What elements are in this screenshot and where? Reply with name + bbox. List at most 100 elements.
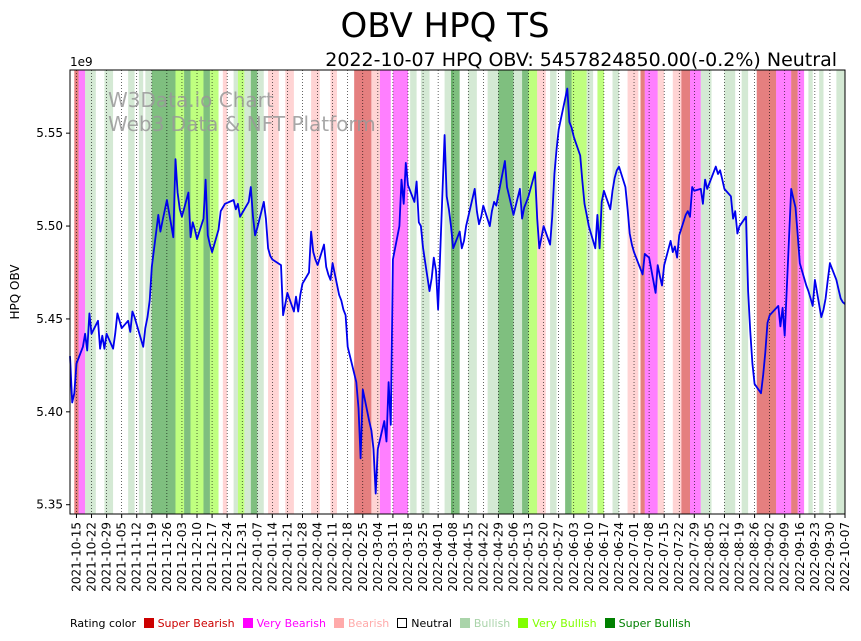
x-tick-label: 2022-06-17 — [597, 522, 611, 592]
rating-band-super-bullish — [250, 70, 258, 514]
plot-frame — [69, 69, 846, 515]
rating-band-bullish — [91, 70, 96, 514]
x-tick-label: 2022-09-30 — [823, 522, 837, 592]
x-tick-label: 2022-02-25 — [356, 522, 370, 592]
y-tick-label: 5.50 — [36, 219, 63, 233]
legend-item-very-bearish: Very Bearish — [242, 617, 330, 630]
rating-band-bullish — [513, 70, 523, 514]
legend-swatch — [397, 618, 408, 628]
x-tick-label: 2022-06-10 — [582, 522, 596, 592]
x-tick-label: 2022-04-15 — [461, 522, 475, 592]
x-tick-label: 2022-07-15 — [657, 522, 671, 592]
x-tick-label: 2022-02-04 — [311, 522, 325, 592]
x-tick-label: 2021-12-03 — [175, 522, 189, 592]
legend-item-very-bullish: Very Bullish — [518, 617, 600, 630]
rating-band-super-bearish — [681, 70, 690, 514]
rating-bands — [74, 70, 845, 514]
x-tick-label: 2022-09-16 — [793, 522, 807, 592]
rating-band-bullish — [586, 70, 594, 514]
legend-swatch — [242, 618, 253, 628]
rating-band-bearish — [657, 70, 665, 514]
rating-band-bearish — [627, 70, 639, 514]
rating-legend: Rating color Super Bearish Very Bearish Be… — [70, 617, 703, 630]
x-tick-label: 2022-04-08 — [446, 522, 460, 592]
x-tick-label: 2022-09-09 — [778, 522, 792, 592]
legend-label: Bearish — [347, 617, 390, 630]
x-tick-label: 2021-12-10 — [190, 522, 204, 592]
rating-band-bullish — [128, 70, 135, 514]
rating-band-super-bullish — [498, 70, 514, 514]
rating-band-bullish — [420, 70, 430, 514]
rating-band-bullish — [487, 70, 499, 514]
rating-band-super-bullish — [184, 70, 191, 514]
rating-band-super-bullish — [522, 70, 529, 514]
x-tick-label: 2022-07-22 — [672, 522, 686, 592]
legend-label: Very Bullish — [532, 617, 597, 630]
rating-band-super-bullish — [451, 70, 460, 514]
rating-band-bullish — [244, 70, 251, 514]
x-tick-label: 2021-12-24 — [220, 522, 234, 592]
rating-band-very-bearish — [380, 70, 391, 514]
x-tick-label: 2022-07-08 — [642, 522, 656, 592]
x-tick-label: 2022-04-29 — [491, 522, 505, 592]
x-tick-label: 2022-06-24 — [612, 522, 626, 592]
x-tick-label: 2021-11-12 — [130, 522, 144, 592]
x-tick-label: 2021-11-26 — [160, 522, 174, 592]
legend-swatch — [518, 618, 529, 628]
rating-band-super-bullish — [565, 70, 572, 514]
x-tick-label: 2022-03-18 — [401, 522, 415, 592]
obv-line — [69, 87, 846, 495]
rating-band-bullish — [145, 70, 152, 514]
x-tick-label: 2022-01-21 — [280, 522, 294, 592]
rating-band-super-bearish — [791, 70, 798, 514]
y-offset-label: 1e9 — [70, 55, 93, 69]
legend-label: Super Bullish — [618, 617, 691, 630]
rating-band-bullish — [741, 70, 749, 514]
rating-band-very-bullish — [237, 70, 245, 514]
rating-band-bearish — [537, 70, 546, 514]
rating-band-bullish — [85, 70, 92, 514]
x-tick-label: 2022-03-25 — [416, 522, 430, 592]
legend-label: Super Bearish — [157, 617, 235, 630]
rating-band-very-bearish — [797, 70, 805, 514]
legend-item-bearish: Bearish — [333, 617, 393, 630]
rating-band-bullish — [138, 70, 144, 514]
rating-band-very-bearish — [690, 70, 701, 514]
x-tick-label: 2022-07-29 — [687, 522, 701, 592]
x-tick-label: 2022-10-07 — [838, 522, 852, 592]
rating-band-bullish — [724, 70, 736, 514]
rating-band-bullish — [836, 70, 845, 514]
x-tick-label: 2022-02-18 — [341, 522, 355, 592]
x-tick-label: 2022-03-04 — [371, 522, 385, 592]
rating-band-bullish — [444, 70, 454, 514]
x-tick-label: 2022-08-26 — [748, 522, 762, 592]
rating-band-very-bearish — [644, 70, 658, 514]
rating-band-bullish — [612, 70, 619, 514]
rating-band-super-bullish — [151, 70, 176, 514]
rating-band-bullish — [550, 70, 557, 514]
obv-line-layer — [69, 87, 846, 495]
rating-band-bearish — [268, 70, 279, 514]
legend-item-super-bullish: Super Bullish — [604, 617, 695, 630]
legend-item-super-bearish: Super Bearish — [143, 617, 239, 630]
rating-band-bullish — [104, 70, 114, 514]
x-tick-label: 2022-09-02 — [763, 522, 777, 592]
x-tick-label: 2022-03-11 — [386, 522, 400, 592]
rating-band-bearish — [285, 70, 294, 514]
rating-band-bearish — [672, 70, 682, 514]
x-tick-label: 2021-11-19 — [145, 522, 159, 592]
rating-band-bearish — [330, 70, 337, 514]
rating-band-bearish — [371, 70, 380, 514]
rating-band-very-bearish — [392, 70, 408, 514]
x-tick-label: 2022-09-23 — [808, 522, 822, 592]
watermark-line: W3Data.io Chart — [108, 88, 274, 112]
y-axis-label: HPQ OBV — [8, 264, 22, 320]
x-tick-label: 2022-05-27 — [552, 522, 566, 592]
rating-band-super-bearish — [756, 70, 777, 514]
legend-item-neutral: Neutral — [397, 617, 456, 630]
y-axis: 5.35 5.40 5.45 5.50 5.55 — [36, 126, 70, 512]
rating-band-very-bullish — [175, 70, 185, 514]
x-tick-label: 2022-02-11 — [326, 522, 340, 592]
legend-label: Very Bearish — [256, 617, 326, 630]
